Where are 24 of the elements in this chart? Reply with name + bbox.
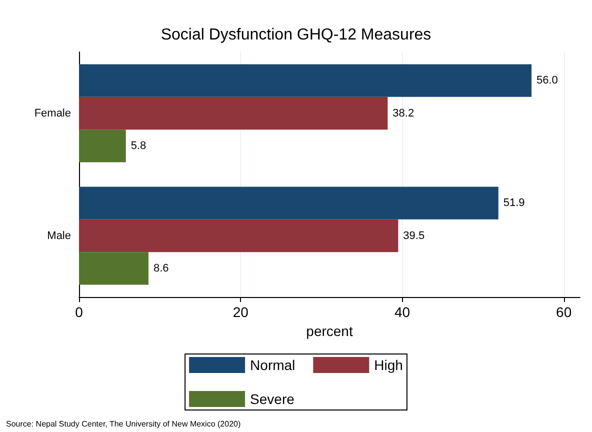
bar (79, 130, 126, 162)
bar (79, 219, 398, 252)
legend-label: Severe (250, 391, 295, 407)
source-note: Source: Nepal Study Center, The University of New Mexico (2020) (6, 420, 241, 428)
x-tick-label: 0 (75, 304, 84, 320)
bar (79, 96, 388, 130)
x-tick-label: 20 (232, 304, 249, 320)
data-label: 5.8 (130, 140, 146, 152)
bar (79, 252, 148, 285)
data-label: 39.5 (403, 230, 425, 242)
data-label: 51.9 (503, 197, 525, 210)
x-tick-label: 40 (394, 304, 410, 320)
legend-label: High (374, 357, 403, 373)
y-tick-label: Male (47, 230, 71, 242)
y-tick-label: Female (34, 107, 71, 120)
legend-label: Normal (250, 357, 296, 373)
bar (79, 64, 532, 97)
bar (79, 186, 498, 220)
x-tick-label: 60 (556, 304, 572, 320)
chart-title: Social Dysfunction GHQ-12 Measures (160, 26, 432, 44)
data-label: 56.0 (536, 74, 558, 87)
x-axis-title: percent (306, 322, 353, 339)
data-label: 38.2 (392, 107, 414, 120)
data-label: 8.6 (153, 262, 169, 274)
